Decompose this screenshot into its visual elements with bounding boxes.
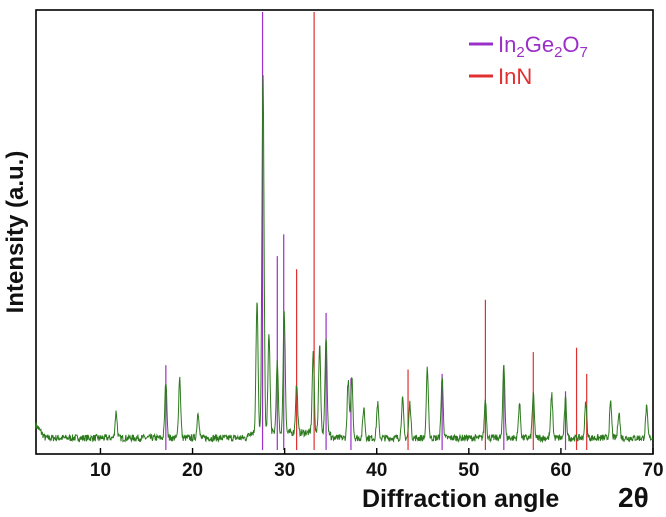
- x-tick-label: 40: [366, 460, 387, 481]
- x-tick-label: 50: [458, 460, 479, 481]
- x-axis-title: Diffraction angle: [362, 485, 559, 513]
- legend-label-inn: InN: [498, 64, 532, 89]
- x-tick-label: 30: [274, 460, 295, 481]
- diffraction-pattern: [35, 75, 654, 444]
- x-axis-ticks: 10 20 30 40 50 60 70: [90, 448, 664, 481]
- legend: In2Ge2O7 InN: [469, 32, 588, 89]
- legend-label-in2ge2o7: In2Ge2O7: [498, 32, 588, 61]
- y-axis-title: Intensity (a.u.): [2, 151, 29, 314]
- x-tick-label: 60: [550, 460, 571, 481]
- x-tick-label: 20: [182, 460, 203, 481]
- plot-frame: [35, 9, 654, 455]
- x-tick-label: 70: [642, 460, 663, 481]
- x-axis-title-symbol: 2θ: [618, 482, 649, 513]
- pattern-line: [35, 75, 654, 444]
- x-tick-label: 10: [90, 460, 111, 481]
